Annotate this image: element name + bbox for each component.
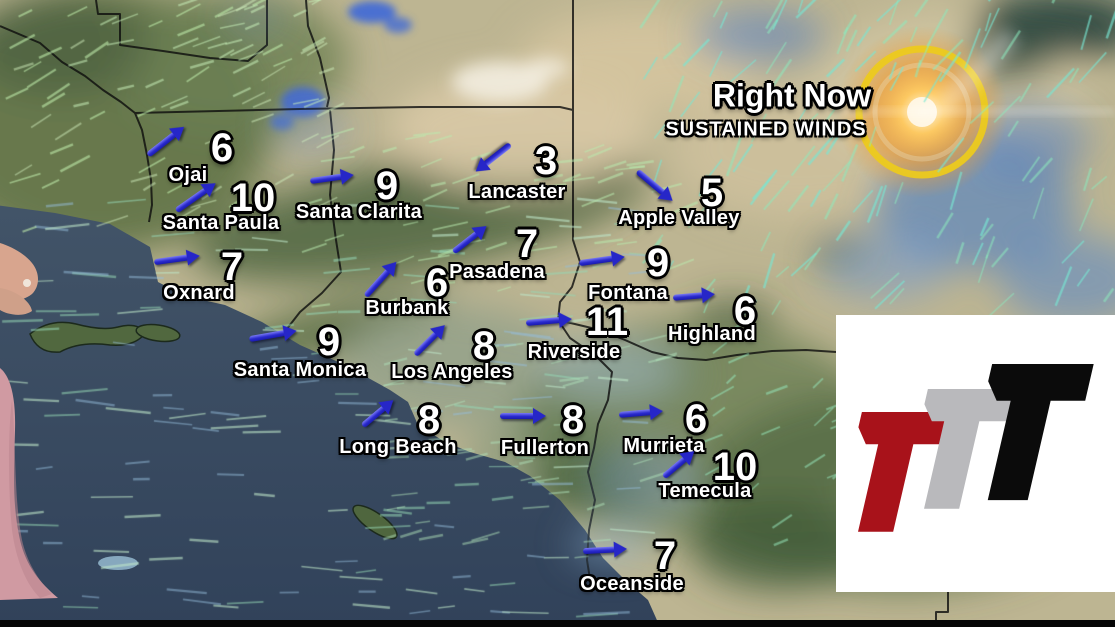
city-label: Long Beach <box>339 436 457 458</box>
arrow-shaft <box>482 142 513 168</box>
wind-direction-arrow <box>582 540 628 559</box>
wind-direction-arrow <box>248 322 299 347</box>
city-label: Oceanside <box>580 573 684 595</box>
city-label: Apple Valley <box>618 207 740 229</box>
station-logo <box>836 315 1115 592</box>
arrow-head <box>649 403 664 421</box>
wind-speed-value: 8 <box>561 398 585 442</box>
arrow-shaft <box>248 329 287 343</box>
arrow-head <box>613 540 628 558</box>
wind-speed-value: 8 <box>472 324 496 368</box>
wind-speed-value: 9 <box>317 320 341 364</box>
city-label: Lancaster <box>468 181 566 203</box>
wind-direction-arrow <box>309 167 355 189</box>
wind-speed-value: 8 <box>417 398 441 442</box>
city-label: Santa Monica <box>233 359 367 381</box>
letterbox-bottom-bar <box>0 620 1115 627</box>
arrow-head <box>282 322 299 341</box>
wind-direction-arrow <box>153 247 201 270</box>
city-label: Oxnard <box>163 282 235 304</box>
page-subtitle: SUSTAINED WINDS <box>665 118 867 141</box>
wind-speed-value: 3 <box>534 139 558 183</box>
arrow-shaft <box>146 131 178 158</box>
wind-speed-value: 7 <box>653 534 677 578</box>
wind-direction-arrow <box>672 286 716 306</box>
arrow-shaft <box>500 413 535 419</box>
arrow-head <box>558 311 573 329</box>
wind-direction-arrow <box>500 408 546 424</box>
arrow-shaft <box>578 255 615 267</box>
city-label: Riverside <box>527 341 621 363</box>
triple-t-logo-icon <box>836 315 1115 592</box>
wind-speed-value: 6 <box>684 397 708 441</box>
wind-direction-arrow <box>143 120 190 162</box>
wind-speed-value: 9 <box>375 164 399 208</box>
city-label: Los Angeles <box>391 361 513 383</box>
wind-direction-arrow <box>525 311 573 331</box>
wind-direction-arrow <box>578 248 626 271</box>
wind-speed-value: 11 <box>585 300 629 344</box>
arrow-shaft <box>618 409 653 418</box>
wind-speed-value: 9 <box>646 241 670 285</box>
wind-speed-value: 7 <box>515 222 539 266</box>
arrow-shaft <box>525 316 562 326</box>
arrow-shaft <box>309 173 344 185</box>
arrow-shaft <box>174 187 209 214</box>
city-label: Burbank <box>365 297 449 319</box>
wind-direction-arrow <box>618 403 664 423</box>
wind-direction-arrow <box>449 219 492 258</box>
arrow-head <box>185 247 201 266</box>
arrow-head <box>533 408 546 424</box>
city-label: Pasadena <box>449 261 545 283</box>
wind-speed-value: 7 <box>220 245 244 289</box>
page-title: Right Now <box>712 77 872 114</box>
arrow-shaft <box>153 254 190 266</box>
arrow-shaft <box>363 268 392 299</box>
wind-speed-value: 6 <box>210 126 234 170</box>
wind-direction-arrow <box>632 165 678 207</box>
wind-direction-arrow <box>409 319 451 360</box>
wind-direction-arrow <box>360 256 403 302</box>
arrow-head <box>610 248 626 267</box>
arrow-head <box>701 286 716 304</box>
arrow-shaft <box>672 292 705 301</box>
wind-direction-arrow <box>470 138 516 178</box>
city-label: Santa Clarita <box>295 201 423 223</box>
city-label: Temecula <box>658 480 752 502</box>
city-label: Highland <box>668 323 756 345</box>
city-label: Fullerton <box>500 437 590 459</box>
arrow-shaft <box>582 546 617 555</box>
city-label: Santa Paula <box>162 212 280 234</box>
wind-direction-arrow <box>358 394 399 432</box>
arrow-head <box>339 167 355 185</box>
